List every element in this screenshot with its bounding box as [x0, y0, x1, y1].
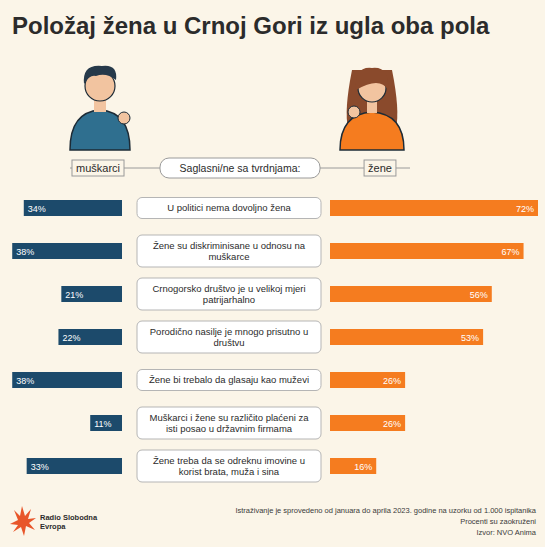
category-label: U politici nema dovoljno žena [167, 202, 291, 213]
bar [24, 200, 122, 216]
illustration-part [348, 106, 360, 118]
text-line: Žene su diskriminisane u odnosu na [153, 240, 306, 251]
text-line: U politici nema dovoljno žena [167, 202, 291, 213]
illustration-part [84, 66, 116, 84]
data-label: 38% [16, 247, 34, 257]
bar [330, 458, 376, 474]
data-label: 22% [62, 333, 80, 343]
category-label: Crnogorsko društvo je u velikoj mjeripat… [152, 283, 305, 305]
data-label: 26% [383, 376, 401, 386]
bar [27, 458, 122, 474]
logo-text: Radio SlobodnaEvropa [40, 513, 98, 531]
bars [12, 200, 538, 474]
data-label: 11% [94, 419, 111, 429]
data-label: 38% [16, 376, 34, 386]
category-label: Muškarci i žene su različito plaćeni zai… [150, 412, 310, 434]
bar [330, 200, 538, 216]
woman-illustration [340, 68, 404, 150]
illustration-part [340, 112, 404, 150]
chart: Položaj žena u Crnoj Gori iz ugla oba po… [0, 0, 545, 547]
category-label: Žene su diskriminisane u odnosu namuškar… [153, 240, 306, 262]
data-label: 34% [28, 204, 46, 214]
data-label: 21% [65, 290, 83, 300]
note: Istraživanje je sprovedeno od januara do… [235, 506, 536, 515]
data-label: 56% [470, 290, 488, 300]
bar [12, 243, 122, 259]
logo: Radio SlobodnaEvropa [10, 506, 98, 536]
note: Procenti su zaokruženi [460, 517, 536, 526]
bar [330, 415, 405, 431]
data-label: 16% [354, 462, 372, 472]
data-label: 53% [461, 333, 479, 343]
bar [58, 329, 122, 345]
illustration-part [356, 68, 388, 90]
illustration-part [118, 112, 130, 124]
category-label: Žene treba da se odreknu imovine ukorist… [153, 455, 305, 477]
bar [61, 286, 122, 302]
data-label: 26% [383, 419, 401, 429]
text-line: Evropa [40, 522, 66, 531]
statement-box [137, 370, 321, 391]
text-line: Radio Slobodna [40, 513, 98, 522]
legend-box [72, 160, 124, 176]
data-label: 33% [31, 462, 49, 472]
statement-box [137, 407, 321, 439]
text-line: patrijarhalno [203, 294, 255, 305]
text-line: Žene treba da se odreknu imovine u [153, 455, 305, 466]
category-label: Žene bi trebalo da glasaju kao muževi [149, 374, 309, 385]
legend-label: žene [368, 162, 392, 174]
text-line: Porodično nasilje je mnogo prisutno u [150, 326, 308, 337]
text-line: Muškarci i žene su različito plaćeni za [150, 412, 310, 423]
bar [330, 286, 492, 302]
category-label: Porodično nasilje je mnogo prisutno udru… [150, 326, 308, 348]
illustration-part [70, 110, 130, 150]
text-line: Žene bi trebalo da glasaju kao muževi [149, 374, 309, 385]
labels: 34% 72% U politici nema dovoljno žena 38% 67… [16, 198, 534, 483]
note: Izvor: NVO Anima [476, 528, 536, 537]
title: Položaj žena u Crnoj Gori iz ugla oba po… [12, 12, 490, 39]
statement-box [137, 450, 321, 482]
legend-label: muškarci [76, 162, 120, 174]
legend-box [364, 160, 396, 176]
bar [12, 372, 122, 388]
logo-mark [10, 506, 36, 536]
data-label: 72% [516, 204, 534, 214]
bar [330, 329, 483, 345]
background [0, 0, 545, 547]
bar [330, 372, 405, 388]
statement-box [137, 198, 321, 219]
text-line: korist brata, muža i sina [179, 466, 280, 477]
text-line: Crnogorsko društvo je u velikoj mjeri [152, 283, 305, 294]
statement-box [137, 321, 321, 353]
text-line: muškarce [208, 251, 249, 262]
bar [330, 243, 524, 259]
header-pill [160, 158, 320, 178]
text-line: isti posao u državnim firmama [166, 423, 293, 434]
statement-box [137, 235, 321, 267]
man-illustration [70, 66, 130, 150]
text-line: društvu [213, 337, 244, 348]
subtitle: Saglasni/ne sa tvrdnjama: [180, 162, 301, 174]
data-label: 67% [502, 247, 520, 257]
bar [90, 415, 122, 431]
statement-box [137, 278, 321, 310]
